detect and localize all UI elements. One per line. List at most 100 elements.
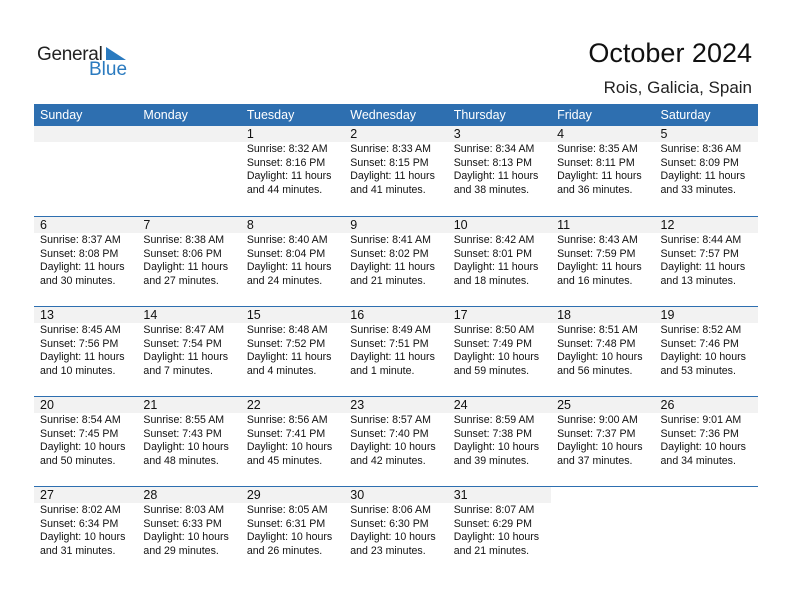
- daylight1-text: Daylight: 10 hours: [453, 351, 540, 363]
- weekday-friday: Friday: [557, 108, 592, 122]
- sunset-text: Sunset: 7:36 PM: [660, 427, 739, 440]
- week-row: 13 Sunrise: 8:45 AM Sunset: 7:56 PM Dayligh…: [34, 306, 758, 396]
- daylight1-text: Daylight: 11 hours: [350, 261, 435, 273]
- sunrise-text: Sunrise: 8:57 AM: [350, 414, 431, 426]
- week-row: 1 Sunrise: 8:32 AM Sunset: 8:16 PM Daylight…: [34, 126, 758, 216]
- daylight2-text: and 39 minutes.: [453, 454, 530, 467]
- day-info: Sunrise: 8:37 AM Sunset: 8:08 PM Daylight:…: [34, 233, 137, 288]
- daylight2-text: and 50 minutes.: [40, 454, 116, 467]
- daylight2-text: and 36 minutes.: [557, 183, 633, 196]
- daylight1-text: Daylight: 10 hours: [350, 441, 436, 453]
- day-cell: 11 Sunrise: 8:43 AM Sunset: 7:59 PM Dayligh…: [551, 217, 655, 306]
- sunrise-text: Sunrise: 8:33 AM: [350, 143, 431, 155]
- day-cell: 17 Sunrise: 8:50 AM Sunset: 7:49 PM Dayligh…: [447, 307, 552, 396]
- day-info: Sunrise: 8:34 AM Sunset: 8:13 PM Daylight:…: [448, 142, 551, 197]
- day-info: Sunrise: 9:01 AM Sunset: 7:36 PM Daylight:…: [655, 413, 758, 468]
- date-number: 9: [344, 217, 448, 233]
- sunset-text: Sunset: 7:49 PM: [453, 337, 533, 350]
- day-cell: 24 Sunrise: 8:59 AM Sunset: 7:38 PM Dayligh…: [447, 397, 552, 486]
- day-cell: 10 Sunrise: 8:42 AM Sunset: 8:01 PM Dayligh…: [447, 217, 552, 306]
- daylight2-text: and 41 minutes.: [350, 183, 426, 196]
- empty-cell: [655, 487, 758, 576]
- daylight1-text: Daylight: 11 hours: [246, 351, 332, 363]
- day-info: Sunrise: 8:49 AM Sunset: 7:51 PM Daylight:…: [344, 323, 447, 378]
- daylight1-text: Daylight: 10 hours: [660, 351, 746, 363]
- sunset-text: Sunset: 8:01 PM: [453, 247, 533, 260]
- daylight1-text: Daylight: 11 hours: [246, 261, 332, 273]
- day-info: Sunrise: 8:40 AM Sunset: 8:04 PM Daylight:…: [241, 233, 344, 288]
- sunrise-text: Sunrise: 8:43 AM: [557, 234, 638, 246]
- date-number: 20: [34, 397, 138, 413]
- daylight2-text: and 38 minutes.: [453, 183, 530, 196]
- date-number: [655, 487, 758, 503]
- day-info: Sunrise: 8:42 AM Sunset: 8:01 PM Daylight:…: [448, 233, 551, 288]
- daylight1-text: Daylight: 11 hours: [40, 351, 125, 363]
- day-cell: 18 Sunrise: 8:51 AM Sunset: 7:48 PM Dayligh…: [551, 307, 655, 396]
- daylight1-text: Daylight: 10 hours: [660, 441, 746, 453]
- day-info: Sunrise: 8:54 AM Sunset: 7:45 PM Daylight:…: [34, 413, 137, 468]
- daylight1-text: Daylight: 11 hours: [350, 170, 435, 182]
- date-number: [551, 487, 654, 503]
- day-info: Sunrise: 8:41 AM Sunset: 8:02 PM Daylight:…: [344, 233, 447, 288]
- day-cell: 28 Sunrise: 8:03 AM Sunset: 6:33 PM Dayligh…: [137, 487, 241, 576]
- sunset-text: Sunset: 6:31 PM: [246, 517, 326, 530]
- date-number: 26: [654, 397, 758, 413]
- day-cell: 14 Sunrise: 8:47 AM Sunset: 7:54 PM Dayligh…: [137, 307, 241, 396]
- sunset-text: Sunset: 7:56 PM: [40, 337, 119, 350]
- date-number: 28: [137, 487, 241, 503]
- sunrise-text: Sunrise: 8:02 AM: [40, 504, 121, 516]
- sunset-text: Sunset: 8:08 PM: [40, 247, 119, 260]
- sunrise-text: Sunrise: 8:35 AM: [557, 143, 638, 155]
- date-number: 14: [137, 307, 241, 323]
- sunrise-text: Sunrise: 8:44 AM: [660, 234, 742, 246]
- daylight1-text: Daylight: 11 hours: [557, 170, 642, 182]
- daylight2-text: and 4 minutes.: [246, 364, 317, 377]
- empty-cell: [137, 126, 241, 216]
- weekday-sunday: Sunday: [40, 108, 83, 122]
- sunset-text: Sunset: 7:37 PM: [557, 427, 636, 440]
- sunrise-text: Sunrise: 8:54 AM: [40, 414, 121, 426]
- daylight1-text: Daylight: 11 hours: [350, 351, 435, 363]
- calendar: Sunday Monday Tuesday Wednesday Thursday Frid…: [34, 104, 758, 576]
- sunset-text: Sunset: 7:48 PM: [557, 337, 636, 350]
- day-cell: 3 Sunrise: 8:34 AM Sunset: 8:13 PM Daylight…: [447, 126, 552, 216]
- sunset-text: Sunset: 6:29 PM: [453, 517, 533, 530]
- daylight1-text: Daylight: 10 hours: [350, 531, 436, 543]
- sunrise-text: Sunrise: 9:01 AM: [660, 414, 742, 426]
- logo: General Blue: [37, 44, 127, 80]
- date-number: [34, 126, 138, 142]
- sunrise-text: Sunrise: 8:05 AM: [246, 504, 328, 516]
- daylight1-text: Daylight: 11 hours: [453, 170, 539, 182]
- sunrise-text: Sunrise: 9:00 AM: [557, 414, 638, 426]
- daylight1-text: Daylight: 11 hours: [40, 261, 125, 273]
- sunset-text: Sunset: 7:41 PM: [246, 427, 326, 440]
- date-number: 23: [344, 397, 448, 413]
- day-info: Sunrise: 8:45 AM Sunset: 7:56 PM Daylight:…: [34, 323, 137, 378]
- daylight2-text: and 1 minute.: [350, 364, 415, 377]
- sunset-text: Sunset: 7:54 PM: [143, 337, 222, 350]
- date-number: 2: [344, 126, 448, 142]
- daylight1-text: Daylight: 11 hours: [143, 351, 229, 363]
- sunset-text: Sunset: 6:33 PM: [143, 517, 222, 530]
- page-title: October 2024: [588, 38, 752, 68]
- day-info: Sunrise: 8:50 AM Sunset: 7:49 PM Daylight:…: [448, 323, 551, 378]
- daylight2-text: and 31 minutes.: [40, 544, 116, 557]
- daylight1-text: Daylight: 11 hours: [557, 261, 642, 273]
- day-info: Sunrise: 8:43 AM Sunset: 7:59 PM Daylight:…: [551, 233, 654, 288]
- sunrise-text: Sunrise: 8:41 AM: [350, 234, 431, 246]
- day-cell: 1 Sunrise: 8:32 AM Sunset: 8:16 PM Daylight…: [240, 126, 345, 216]
- weekday-tuesday: Tuesday: [246, 108, 295, 122]
- sunrise-text: Sunrise: 8:51 AM: [557, 324, 638, 336]
- sunset-text: Sunset: 7:38 PM: [453, 427, 533, 440]
- day-info: Sunrise: 8:59 AM Sunset: 7:38 PM Daylight:…: [448, 413, 551, 468]
- week-row: 6 Sunrise: 8:37 AM Sunset: 8:08 PM Daylight…: [34, 216, 758, 306]
- day-info: Sunrise: 8:48 AM Sunset: 7:52 PM Daylight:…: [241, 323, 344, 378]
- daylight2-text: and 53 minutes.: [660, 364, 736, 377]
- sunset-text: Sunset: 8:16 PM: [246, 156, 326, 169]
- day-info: Sunrise: 8:47 AM Sunset: 7:54 PM Daylight:…: [137, 323, 240, 378]
- day-info: Sunrise: 8:52 AM Sunset: 7:46 PM Daylight:…: [655, 323, 758, 378]
- day-cell: 31 Sunrise: 8:07 AM Sunset: 6:29 PM Dayligh…: [447, 487, 552, 576]
- day-info: Sunrise: 8:06 AM Sunset: 6:30 PM Daylight:…: [344, 503, 447, 558]
- sunrise-text: Sunrise: 8:06 AM: [350, 504, 431, 516]
- sunset-text: Sunset: 8:15 PM: [350, 156, 429, 169]
